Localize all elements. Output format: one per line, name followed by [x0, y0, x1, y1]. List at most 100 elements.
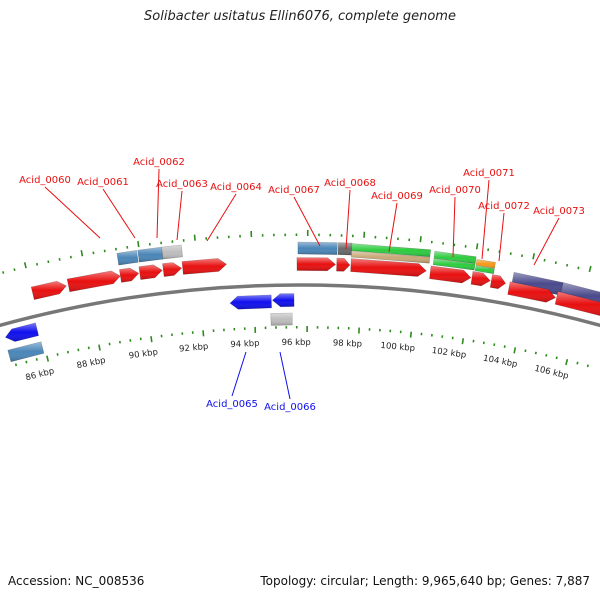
map-title: Solibacter usitatus Ellin6076, complete …	[144, 9, 456, 24]
forward-gene-shading	[67, 270, 121, 292]
gene-label-acid-0072: Acid_0072	[478, 201, 530, 212]
tick-label: 90 kbp	[128, 347, 158, 361]
minor-tick	[577, 266, 580, 270]
gene-label-acid-0073-leader	[533, 217, 560, 266]
forward-gene-shading	[350, 258, 427, 277]
major-tick	[419, 236, 422, 243]
minor-tick	[35, 262, 39, 266]
forward-gene-shading	[429, 265, 471, 283]
minor-tick	[566, 263, 569, 267]
forward-gene-shading	[336, 258, 350, 272]
cds-feature-shading	[116, 250, 139, 266]
minor-tick	[534, 351, 537, 355]
major-tick	[532, 253, 536, 260]
minor-tick	[56, 353, 59, 356]
major-tick	[513, 347, 517, 354]
tick-label: 102 kbp	[431, 346, 467, 361]
gene-label-acid-0071-leader	[481, 179, 490, 260]
cds-feature-shading	[475, 265, 495, 274]
cds-feature-shading	[511, 272, 564, 296]
forward-gene-shading	[490, 274, 506, 289]
cds-feature-shading	[351, 251, 430, 264]
forward-gene-shading	[296, 257, 336, 271]
minor-tick	[25, 360, 28, 364]
major-tick	[193, 234, 196, 241]
accession-text: Accession: NC_008536	[8, 574, 145, 588]
label-leader-lines	[44, 168, 560, 400]
gene-label-acid-0066: Acid_0066	[264, 402, 316, 413]
gene-label-acid-0067: Acid_0067	[268, 185, 320, 196]
gene-label-acid-0073: Acid_0073	[533, 206, 585, 217]
reverse-gene-shading	[5, 322, 39, 342]
tick-label: 98 kbp	[333, 338, 363, 349]
gene-label-acid-0069-leader	[388, 202, 398, 253]
minor-tick	[77, 348, 80, 352]
gene-label-acid-0068: Acid_0068	[324, 178, 376, 189]
gene-label-acid-0064-leader	[206, 193, 237, 242]
gene-label-acid-0070: Acid_0070	[429, 185, 481, 196]
tick-label: 96 kbp	[282, 338, 311, 348]
inner-scale-ticks	[14, 326, 589, 368]
minor-tick	[586, 364, 589, 368]
forward-gene-shading	[507, 281, 556, 303]
minor-tick	[66, 350, 70, 354]
major-tick	[461, 338, 465, 345]
minor-tick	[543, 258, 546, 262]
minor-tick	[524, 349, 527, 353]
minor-tick	[576, 361, 579, 365]
major-tick	[98, 344, 101, 351]
gene-label-acid-0062: Acid_0062	[133, 157, 185, 168]
major-tick	[150, 336, 153, 343]
gene-label-acid-0069: Acid_0069	[371, 191, 423, 202]
tick-label: 88 kbp	[76, 356, 107, 371]
minor-tick	[58, 257, 61, 261]
gene-label-acid-0061-leader	[102, 188, 136, 239]
major-tick	[202, 330, 205, 337]
reverse-gene-shading	[230, 294, 272, 310]
gene-label-acid-0063: Acid_0063	[156, 179, 208, 190]
tick-label: 100 kbp	[380, 341, 415, 354]
gene-label-acid-0066-leader	[279, 351, 291, 400]
forward-gene-shading	[138, 264, 163, 280]
major-tick	[137, 240, 140, 248]
tick-label: 104 kbp	[482, 354, 518, 370]
cds-feature-shading	[161, 245, 183, 260]
forward-gene-shading	[119, 268, 139, 283]
cds-feature-shading	[297, 242, 338, 255]
tick-label: 86 kbp	[25, 366, 56, 383]
tick-label: 92 kbp	[179, 342, 209, 355]
major-tick	[565, 358, 569, 366]
gene-label-acid-0062-leader	[156, 168, 160, 239]
topology-text: Topology: circular; Length: 9,965,640 bp…	[260, 574, 590, 588]
tick-label: 106 kbp	[533, 364, 569, 382]
gene-label-acid-0065: Acid_0065	[206, 399, 258, 410]
gene-label-acid-0071: Acid_0071	[463, 168, 515, 179]
major-tick	[80, 250, 84, 257]
gene-label-acid-0065-leader	[231, 351, 247, 397]
cds-feature-shading	[137, 247, 163, 263]
forward-gene-shading	[182, 258, 227, 275]
genome-axis-line	[0, 283, 600, 328]
gene-label-acid-0067-leader	[293, 196, 321, 247]
minor-tick	[554, 261, 557, 265]
gene-label-acid-0063-leader	[176, 190, 183, 241]
minor-tick	[2, 271, 5, 274]
major-tick	[46, 355, 50, 362]
major-tick	[588, 265, 592, 273]
forward-gene-shading	[555, 291, 600, 316]
tick-label: 94 kbp	[230, 339, 260, 350]
cds-feature-shading	[351, 243, 431, 257]
forward-gene-shading	[162, 262, 182, 277]
gene-label-acid-0070-leader	[452, 196, 456, 258]
minor-tick	[545, 353, 548, 357]
cds-feature-shading	[476, 259, 496, 269]
outer-scale-ticks	[2, 230, 600, 275]
gene-label-acid-0064: Acid_0064	[210, 182, 262, 193]
minor-tick	[47, 260, 50, 264]
cds-feature-shading	[434, 251, 477, 264]
gene-label-acid-0060: Acid_0060	[19, 175, 71, 186]
gene-label-acid-0072-leader	[498, 212, 505, 262]
gene-label-acid-0061: Acid_0061	[77, 177, 129, 188]
